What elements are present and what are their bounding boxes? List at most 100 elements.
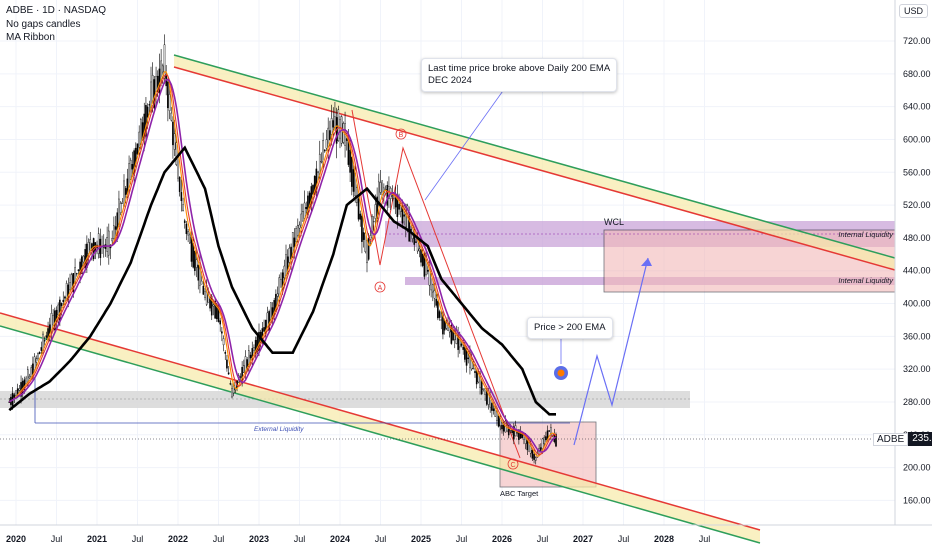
candle-body — [190, 236, 193, 262]
candle-body — [77, 269, 80, 271]
candle-body — [327, 127, 329, 147]
candle-body — [15, 390, 17, 396]
ema-note[interactable]: Last time price broke above Daily 200 EM… — [421, 58, 618, 92]
candle-body — [398, 203, 400, 210]
candle-body — [283, 265, 286, 279]
x-tick-label: 2026 — [492, 534, 512, 544]
projection-arrowhead — [641, 258, 652, 266]
candle-body — [35, 358, 38, 363]
candle-body — [97, 233, 100, 254]
candle-body — [212, 304, 215, 307]
x-tick-label: Jul — [132, 534, 144, 544]
candle-body — [533, 454, 535, 460]
candle-body — [432, 284, 434, 293]
ema-note-line1: Last time price broke above Daily 200 EM… — [428, 63, 611, 74]
candle-body — [138, 131, 140, 148]
internal-liquidity-label-1: Internal Liquidity — [838, 230, 894, 239]
wave-label-b: B — [395, 128, 407, 140]
y-tick-label: 360.00 — [903, 331, 931, 341]
candle-body — [69, 282, 71, 290]
x-tick-label: 2021 — [87, 534, 107, 544]
wave-label-c: C — [507, 458, 519, 470]
grid-lines — [0, 0, 895, 525]
candle-body — [173, 133, 176, 150]
candle-body — [54, 310, 56, 331]
candle-body — [40, 347, 43, 351]
candle-body — [81, 256, 83, 275]
candle-body — [460, 343, 463, 346]
candle-body — [84, 249, 86, 269]
price-tag-value: 235.47 — [908, 432, 932, 446]
candle-body — [291, 232, 294, 255]
candle-body — [526, 440, 529, 451]
x-tick-label: Jul — [699, 534, 711, 544]
candle-body — [293, 237, 296, 248]
candle-body — [285, 254, 287, 277]
candle-body — [253, 347, 255, 351]
candle-body — [60, 303, 63, 306]
candle-body — [243, 365, 245, 373]
candle-body — [362, 232, 365, 240]
candle-body — [183, 220, 186, 223]
candle-body — [37, 353, 39, 360]
candle-body — [189, 234, 191, 244]
candle-body — [82, 255, 85, 263]
candle-body — [65, 283, 68, 301]
candle-body — [131, 164, 134, 170]
candle-body — [345, 138, 348, 141]
candle-body — [305, 206, 308, 210]
candle-body — [349, 150, 351, 173]
price-tag-symbol: ADBE — [873, 432, 909, 446]
candle-body — [136, 143, 139, 155]
currency-button[interactable]: USD — [898, 4, 928, 18]
indicator-no-gaps: No gaps candles — [6, 19, 81, 30]
candle-body — [550, 427, 552, 437]
candle-body — [239, 376, 242, 378]
candle-body — [278, 277, 281, 298]
candle-body — [435, 298, 437, 306]
candle-body — [378, 181, 380, 207]
candle-body — [204, 291, 206, 298]
candle-body — [241, 367, 243, 384]
candle-body — [281, 272, 284, 290]
candle-body — [548, 430, 551, 432]
y-tick-label: 640.00 — [903, 102, 931, 112]
candle-body — [491, 403, 493, 411]
candle-body — [450, 325, 453, 344]
candle-body — [329, 130, 331, 140]
candle-body — [75, 273, 78, 275]
x-tick-label: 2025 — [411, 534, 431, 544]
candle-body — [25, 377, 27, 384]
candle-body — [467, 357, 470, 359]
projection-path — [573, 257, 649, 446]
price-above-ema-note[interactable]: Price > 200 EMA — [527, 317, 613, 339]
candle-body — [258, 331, 260, 351]
upper-channel — [173, 54, 896, 271]
candle-body — [482, 388, 485, 390]
candle-body — [295, 228, 297, 242]
abc-target-label: ABC Target — [500, 489, 539, 498]
svg-text:A: A — [378, 285, 383, 292]
candle-body — [297, 225, 299, 236]
candle-body — [52, 314, 54, 326]
candle-body — [403, 214, 405, 217]
candle-body — [180, 192, 183, 202]
candle-body — [111, 238, 113, 242]
x-tick-label: 2027 — [573, 534, 593, 544]
candle-body — [371, 215, 373, 239]
candle-body — [114, 226, 117, 230]
candle-body — [497, 415, 500, 427]
candle-body — [534, 457, 537, 461]
candle-body — [187, 231, 189, 236]
candle-body — [391, 195, 394, 197]
candle-body — [263, 327, 265, 332]
candle-body — [276, 293, 279, 297]
candle-body — [357, 198, 360, 220]
candle-body — [175, 142, 178, 166]
ema-note-line2: DEC 2024 — [428, 75, 472, 86]
candle-body — [425, 252, 427, 275]
x-tick-label: Jul — [618, 534, 630, 544]
candle-body — [251, 348, 254, 361]
candle-body — [151, 74, 154, 107]
y-tick-label: 680.00 — [903, 69, 931, 79]
